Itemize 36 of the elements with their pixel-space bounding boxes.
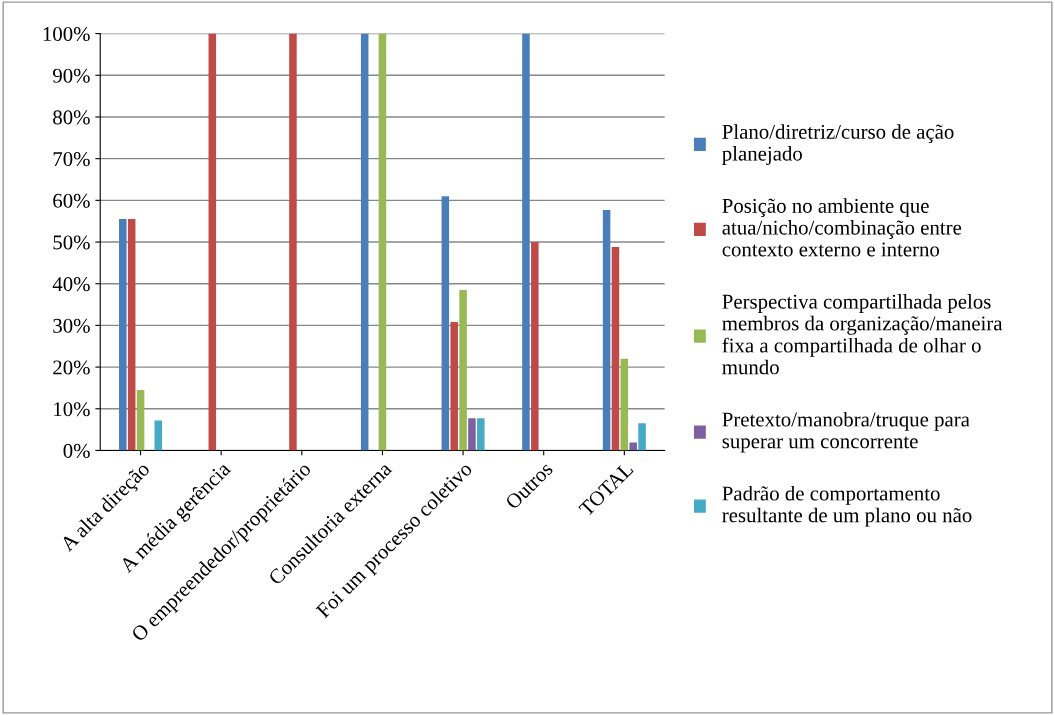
legend-label: Padrão de comportamento resultante de um plano ou não <box>722 485 972 527</box>
y-tick-label: 10% <box>54 402 90 417</box>
y-tick-label: 20% <box>53 360 90 375</box>
y-tick-label: 30% <box>53 318 90 333</box>
bar <box>119 219 127 451</box>
bar <box>289 33 297 451</box>
legend-label: Plano/diretriz/curso de ação planejado <box>722 124 954 165</box>
legend-label: Posição no ambiente que atua/nicho/combinação entre contexto externo e interno <box>722 198 962 257</box>
y-tick-label: 50% <box>53 235 90 250</box>
bar <box>360 33 369 451</box>
y-tick-label: 40% <box>52 277 90 292</box>
y-tick-label: 100% <box>43 26 90 42</box>
legend-label: Perspectiva compartilhada pelos membros da organização/maneira fixa a compartilhada de olhar o mundo <box>722 294 1003 375</box>
y-tick-label: 60% <box>53 193 90 208</box>
bar <box>127 219 136 451</box>
bar <box>468 418 476 451</box>
bar <box>629 442 637 451</box>
y-tick-label: 80% <box>53 110 90 125</box>
y-tick-label: 0% <box>63 443 90 458</box>
bar <box>531 242 539 451</box>
bar <box>638 423 646 451</box>
bar <box>378 33 387 451</box>
bar <box>477 418 485 451</box>
bar <box>522 33 530 451</box>
bar <box>602 209 611 451</box>
bar <box>136 390 145 451</box>
bar <box>459 289 467 451</box>
y-tick-label: 70% <box>53 152 90 167</box>
bar <box>450 322 458 451</box>
bar <box>208 33 217 451</box>
bar <box>611 247 620 451</box>
bar <box>620 358 629 451</box>
bar <box>441 196 450 451</box>
y-tick-label: 90% <box>52 68 90 83</box>
legend-label: Pretexto/manobra/truque para superar um concorrente <box>722 411 970 453</box>
bar <box>154 420 163 451</box>
